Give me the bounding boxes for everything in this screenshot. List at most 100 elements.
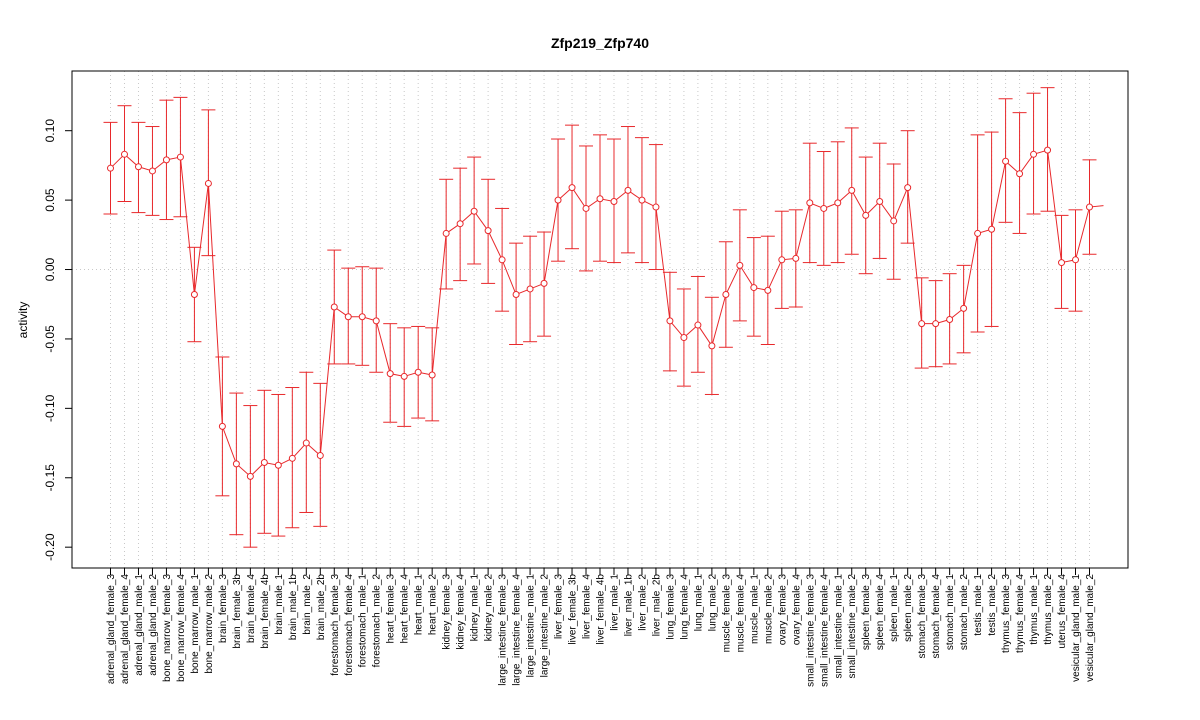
plot-frame: [71, 70, 1129, 569]
data-point: [764, 286, 772, 294]
x-tick-label: thymus_male_2: [1043, 574, 1054, 645]
data-point: [372, 317, 380, 325]
data-point: [358, 313, 366, 321]
x-tick-label: ovary_female_4: [791, 574, 802, 646]
data-point: [190, 291, 198, 299]
data-point: [582, 204, 590, 212]
x-tick-label: liver_male_1: [609, 574, 620, 631]
x-tick-label: vesicular_gland_male_2: [1085, 574, 1096, 682]
y-tick-label: -0.10: [43, 394, 57, 422]
data-point: [260, 458, 268, 466]
x-tick-label: stomach_female_4: [931, 574, 942, 659]
x-tick-label: lung_female_3: [665, 574, 676, 640]
data-point: [428, 371, 436, 379]
x-tick-label: spleen_female_3: [861, 574, 872, 651]
data-point: [526, 285, 534, 293]
data-point: [736, 261, 744, 269]
data-point: [680, 334, 688, 342]
x-tick-label: forestomach_male_2: [372, 574, 383, 668]
data-point: [946, 316, 954, 323]
data-point: [288, 454, 296, 462]
data-point: [876, 197, 884, 205]
x-tick-label: liver_female_4b: [596, 574, 607, 645]
data-point: [540, 279, 548, 287]
data-point: [610, 197, 618, 205]
x-tick-label: heart_female_3: [386, 574, 397, 644]
x-tick-label: heart_female_4: [400, 574, 411, 644]
x-tick-label: bone_marrow_male_2: [204, 574, 215, 674]
x-tick-label: large_intestine_male_1: [526, 574, 537, 678]
data-point: [848, 186, 856, 194]
data-point: [960, 304, 968, 312]
y-tick-label: -0.05: [43, 325, 57, 353]
data-point: [470, 207, 478, 215]
data-point: [1016, 170, 1024, 178]
data-point: [890, 217, 898, 225]
data-point: [330, 303, 338, 311]
data-point: [568, 184, 576, 192]
data-point: [302, 439, 310, 447]
data-point: [974, 229, 982, 237]
x-tick-label: spleen_male_2: [903, 574, 914, 642]
x-tick-label: muscle_male_2: [763, 574, 774, 644]
x-tick-label: brain_female_4b: [260, 574, 271, 649]
data-point: [1072, 256, 1080, 264]
x-tick-label: small_intestine_female_3: [805, 574, 816, 687]
data-point: [414, 368, 422, 376]
data-point: [596, 195, 604, 203]
x-tick-label: liver_female_3b: [568, 574, 579, 645]
data-point: [708, 342, 716, 350]
chart-title: Zfp219_Zfp740: [551, 35, 649, 51]
x-tick-label: brain_male_1b: [288, 574, 299, 641]
x-tick-label: muscle_female_3: [721, 574, 732, 653]
data-point: [134, 163, 142, 171]
x-tick-label: lung_male_2: [707, 574, 718, 632]
data-point: [316, 452, 324, 460]
x-tick-label: bone_marrow_female_3: [162, 574, 173, 682]
x-tick-label: bone_marrow_female_4: [176, 574, 187, 682]
x-tick-label: muscle_female_4: [735, 574, 746, 653]
x-tick-label: adrenal_gland_female_4: [120, 574, 131, 685]
data-point: [1058, 259, 1066, 267]
x-tick-label: small_intestine_male_1: [833, 574, 844, 679]
data-point: [484, 227, 492, 235]
y-tick-label: -0.20: [43, 533, 57, 561]
data-point: [904, 184, 912, 192]
x-tick-label: spleen_female_4: [875, 574, 886, 651]
y-tick-label: 0.00: [43, 258, 57, 282]
x-tick-label: bone_marrow_male_1: [190, 574, 201, 674]
y-axis-label: activity: [16, 302, 30, 339]
data-point: [148, 167, 156, 175]
data-point: [820, 204, 828, 212]
y-tick-label: -0.15: [43, 464, 57, 492]
data-point: [344, 313, 352, 321]
data-point: [204, 179, 212, 187]
x-tick-label: stomach_male_1: [945, 574, 956, 651]
y-tick-label: 0.10: [43, 119, 57, 143]
x-tick-label: testis_male_2: [987, 574, 998, 636]
x-tick-label: thymus_female_4: [1015, 574, 1026, 653]
data-point: [722, 291, 730, 299]
data-point: [834, 199, 842, 207]
data-point: [750, 284, 758, 292]
x-tick-label: small_intestine_male_2: [847, 574, 858, 679]
x-tick-label: liver_male_2: [637, 574, 648, 631]
x-tick-label: lung_female_4: [679, 574, 690, 640]
data-point: [456, 220, 464, 228]
data-point: [1086, 203, 1093, 211]
x-tick-label: liver_male_2b: [651, 574, 662, 637]
x-tick-label: liver_male_1b: [623, 574, 634, 637]
data-point: [652, 203, 660, 211]
x-tick-label: lung_male_1: [693, 574, 704, 632]
data-point: [1002, 157, 1010, 165]
x-tick-label: muscle_male_1: [749, 574, 760, 644]
data-point: [778, 256, 786, 264]
x-tick-label: stomach_male_2: [959, 574, 970, 651]
data-point: [162, 156, 170, 164]
x-tick-label: stomach_female_3: [917, 574, 928, 659]
data-point: [120, 150, 128, 158]
data-point: [918, 320, 926, 328]
x-tick-label: thymus_female_3: [1001, 574, 1012, 653]
x-tick-label: thymus_male_1: [1029, 574, 1040, 645]
x-tick-label: large_intestine_female_3: [498, 574, 509, 686]
